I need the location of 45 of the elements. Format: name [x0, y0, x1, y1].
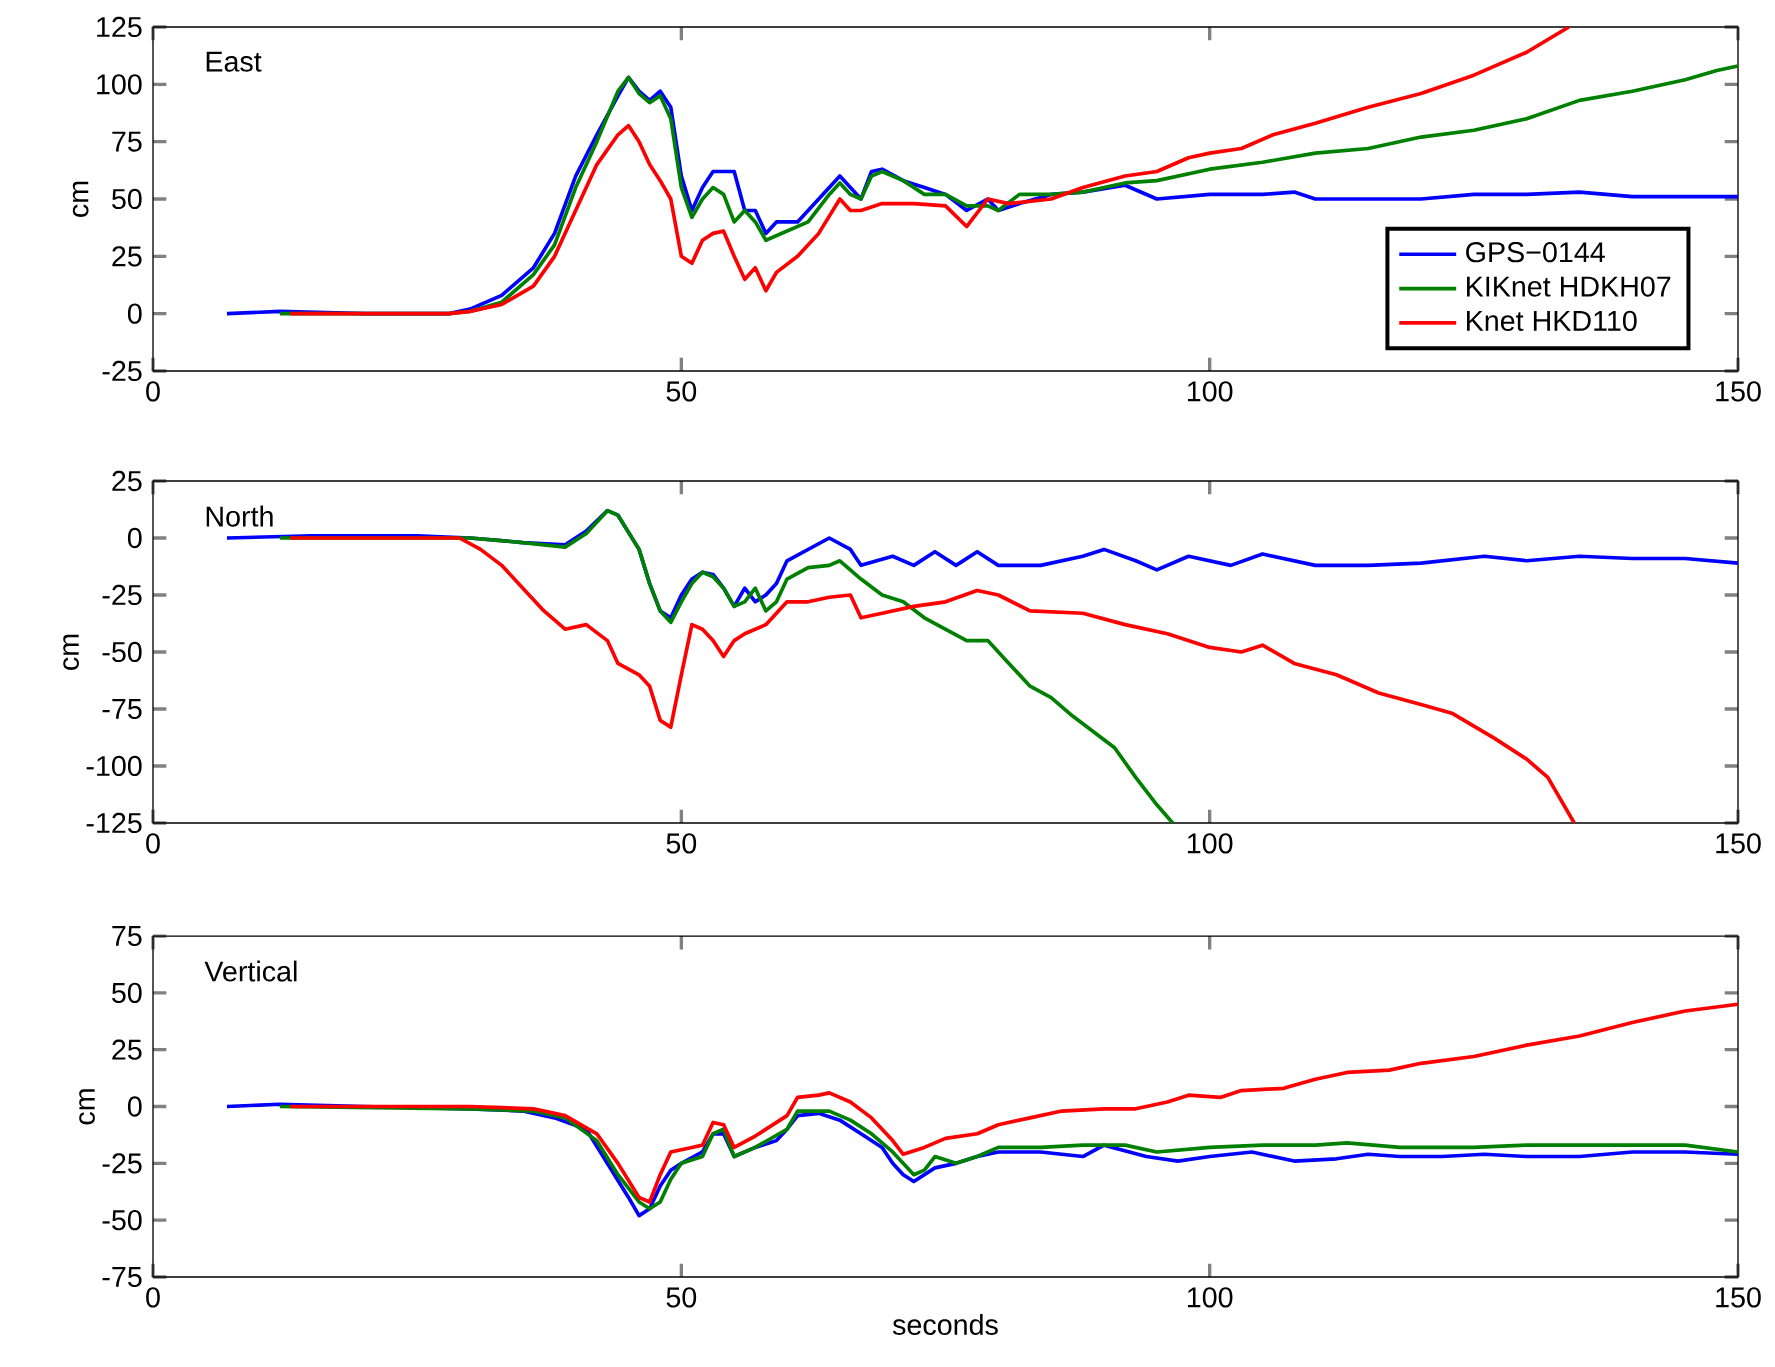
line-series: [288, 536, 1577, 823]
x-axis-title: seconds: [892, 1313, 998, 1335]
y-tick-label: 75: [112, 131, 142, 152]
legend-label: Knet HKD110: [1467, 310, 1637, 331]
y-tick-label: -75: [102, 1267, 142, 1287]
y-tick-label: -25: [102, 1153, 142, 1174]
y-tick-label: -125: [86, 812, 142, 834]
annotation: North: [206, 505, 273, 527]
x-tick-label: 100: [1187, 1287, 1233, 1308]
legend-label: KIKnet HDKH07: [1467, 276, 1671, 297]
x-tick-label: 150: [1716, 381, 1761, 402]
y-tick-label: 100: [97, 74, 142, 95]
y-tick-label: 0: [127, 527, 142, 549]
y-tick-label: -75: [102, 699, 142, 719]
y-tick-label: 50: [112, 188, 142, 210]
y-tick-label: -25: [102, 584, 142, 606]
y-axis-title: cm: [72, 181, 89, 217]
y-tick-label: 25: [112, 1039, 142, 1060]
x-tick-label: 100: [1187, 381, 1233, 402]
y-tick-label: -50: [102, 641, 142, 663]
x-tick-label: 50: [666, 833, 697, 854]
x-tick-label: 150: [1716, 833, 1761, 854]
line-series: [288, 1002, 1739, 1204]
y-tick-label: 25: [112, 470, 142, 492]
y-tick-label: -25: [102, 360, 142, 382]
y-tick-label: 25: [112, 246, 142, 267]
x-tick-label: 0: [146, 381, 160, 402]
y-tick-label: 0: [127, 303, 142, 324]
x-tick-label: 100: [1187, 833, 1233, 854]
y-axis-title: cm: [63, 634, 79, 670]
annotation: Vertical: [204, 960, 297, 982]
y-tick-label: -50: [102, 1210, 142, 1231]
y-tick-label: 75: [112, 926, 142, 947]
y-tick-label: -100: [86, 755, 142, 777]
y-tick-label: 0: [127, 1096, 142, 1117]
x-tick-label: 150: [1716, 1287, 1761, 1308]
x-tick-label: 0: [146, 833, 160, 854]
y-tick-label: 50: [112, 982, 142, 1003]
legend-label: GPS−0144: [1466, 242, 1605, 263]
x-tick-label: 50: [666, 381, 697, 402]
x-tick-label: 50: [666, 1287, 697, 1308]
annotation: East: [206, 51, 262, 72]
x-tick-label: 0: [146, 1287, 160, 1308]
y-tick-label: 125: [97, 16, 142, 38]
y-axis-title: cm: [79, 1089, 95, 1125]
